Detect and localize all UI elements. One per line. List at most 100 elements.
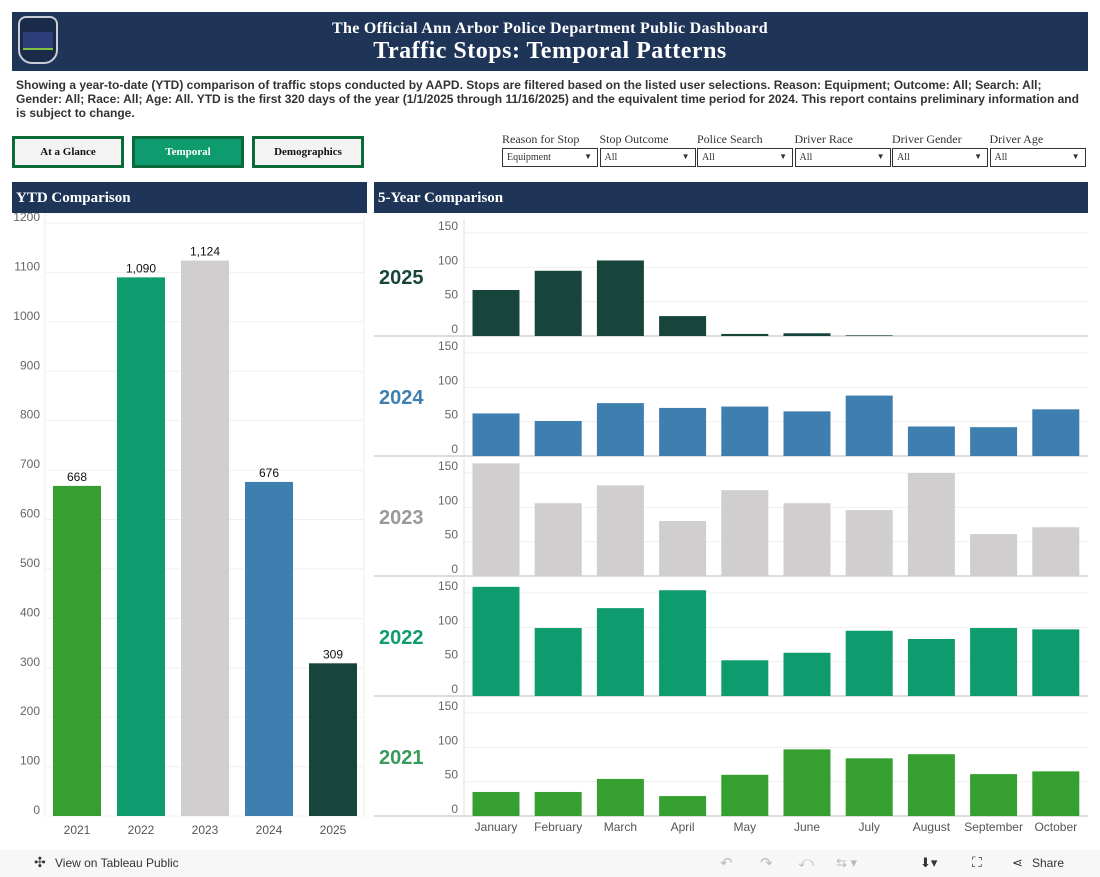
y-tick-label: 50 — [445, 288, 459, 302]
bar-2024 — [245, 481, 293, 816]
y-tick-label: 1000 — [13, 309, 40, 323]
y-tick-label: 400 — [20, 605, 40, 619]
tableau-toolbar: ✣ View on Tableau Public ↶ ↷ ⤺ ⇆ ▾ ⬇▾ ⛶ … — [0, 850, 1100, 877]
year-label-2024: 2024 — [379, 387, 424, 409]
bar-2022-may — [721, 660, 769, 696]
refresh-icon[interactable]: ⇆ ▾ — [836, 855, 858, 870]
nav-at-a-glance-button[interactable]: At a Glance — [12, 136, 124, 168]
x-tick-label: July — [859, 820, 880, 834]
nav-demographics-button[interactable]: Demographics — [252, 136, 364, 168]
bar-2022-september — [970, 628, 1018, 696]
ytd-comparison-chart: 0 100 200 300 400 500 600 700 800 900 1000 1100 1200… — [13, 213, 365, 837]
page-title: Traffic Stops: Temporal Patterns — [373, 38, 727, 64]
bar-2024-august — [907, 426, 955, 456]
y-tick-label: 500 — [20, 556, 40, 570]
filter-dropdown[interactable]: Equipment ▼ — [502, 148, 598, 167]
y-tick-label: 800 — [20, 408, 40, 422]
bar-2025 — [309, 663, 357, 816]
bar-2021-february — [534, 791, 582, 816]
bar-2021-january — [472, 791, 520, 816]
bar-2025-march — [596, 260, 644, 336]
y-tick-label: 1100 — [14, 259, 40, 273]
dashboard-title: The Official Ann Arbor Police Department… — [332, 20, 768, 37]
bar-2025-june — [783, 333, 831, 336]
y-tick-label: 700 — [20, 457, 40, 471]
bar-2023-july — [845, 510, 893, 576]
bar-2025-july — [845, 335, 893, 336]
filter-value: All — [897, 152, 910, 163]
data-label: 309 — [323, 647, 343, 661]
tableau-logo-icon: ✣ — [34, 854, 46, 870]
y-tick-label: 150 — [438, 219, 458, 233]
bar-2023-january — [472, 463, 520, 576]
dropdown-arrow-icon: ▼ — [1071, 152, 1080, 161]
bar-2021-may — [721, 774, 769, 816]
filter-dropdown[interactable]: All ▼ — [989, 148, 1086, 167]
year-label-2022: 2022 — [379, 627, 424, 649]
y-tick-label: 150 — [438, 339, 458, 353]
y-tick-label: 1200 — [13, 213, 40, 224]
bar-2024-january — [472, 413, 520, 456]
x-tick-label: 2022 — [128, 823, 155, 837]
bar-2022-february — [534, 628, 582, 696]
year-label-2025: 2025 — [379, 267, 424, 289]
bar-2022-august — [907, 639, 955, 696]
y-tick-label: 600 — [20, 507, 40, 521]
bar-2022-october — [1032, 629, 1080, 696]
fullscreen-icon[interactable]: ⛶ — [972, 854, 982, 870]
x-tick-label: 2021 — [64, 823, 91, 837]
bar-2024-july — [845, 395, 893, 456]
bar-2025-february — [534, 270, 582, 336]
data-label: 1,090 — [126, 261, 156, 275]
filter-dropdown[interactable]: All ▼ — [794, 148, 891, 167]
undo-icon[interactable]: ↶ — [720, 855, 733, 872]
x-tick-label: 2023 — [192, 823, 219, 837]
bar-2023-august — [907, 473, 955, 576]
redo-icon[interactable]: ↷ — [760, 855, 773, 872]
y-tick-label: 50 — [445, 768, 459, 782]
filter-driver-gender: Driver Gender All ▼ — [892, 132, 988, 167]
revert-icon[interactable]: ⤺ — [798, 854, 815, 871]
bar-2024-march — [596, 403, 644, 456]
bar-2024-may — [721, 406, 769, 456]
dropdown-arrow-icon: ▼ — [779, 152, 787, 161]
nav-temporal-button[interactable]: Temporal — [132, 136, 244, 168]
bar-2021-april — [659, 796, 707, 816]
filter-label: Driver Age — [989, 132, 1044, 146]
bar-2021-october — [1032, 771, 1080, 816]
data-label: 668 — [67, 470, 87, 484]
bar-2024-february — [534, 420, 582, 456]
view-on-tableau-link[interactable]: View on Tableau Public — [55, 856, 179, 870]
bar-2024-june — [783, 411, 831, 456]
y-tick-label: 100 — [438, 493, 458, 507]
bar-2025-may — [721, 333, 769, 336]
five-year-comparison-chart: 2025 0 50 100 150 2024 0 50 100 150 2023 0 50 100 150 2… — [374, 219, 1088, 834]
ytd-panel-title: YTD Comparison — [12, 182, 367, 213]
bar-2021-june — [783, 749, 831, 816]
filter-label: Driver Race — [794, 132, 853, 146]
bar-2023-february — [534, 503, 582, 576]
filter-value: All — [702, 152, 715, 163]
filter-dropdown[interactable]: All ▼ — [892, 148, 988, 167]
y-tick-label: 150 — [438, 699, 458, 713]
filter-label: Stop Outcome — [599, 132, 669, 146]
filter-dropdown[interactable]: All ▼ — [599, 148, 696, 167]
share-button[interactable]: Share — [1032, 856, 1065, 870]
y-tick-label: 0 — [451, 802, 458, 816]
x-tick-label: May — [733, 820, 756, 834]
filter-dropdown[interactable]: All ▼ — [697, 148, 793, 167]
bar-2023-april — [659, 521, 707, 576]
y-tick-label: 50 — [445, 408, 459, 422]
y-tick-label: 100 — [438, 373, 458, 387]
bar-2023 — [181, 260, 229, 817]
bar-2022-june — [783, 652, 831, 696]
download-icon[interactable]: ⬇▾ — [920, 855, 938, 870]
dropdown-arrow-icon: ▼ — [681, 152, 690, 161]
y-tick-label: 200 — [20, 704, 40, 718]
bar-2021-july — [845, 758, 893, 816]
share-icon[interactable]: ⋖ — [1012, 855, 1023, 870]
filter-stop-outcome: Stop Outcome All ▼ — [599, 132, 696, 167]
filter-value: Equipment — [507, 152, 551, 163]
x-tick-label: March — [604, 820, 637, 834]
y-tick-label: 150 — [438, 459, 458, 473]
